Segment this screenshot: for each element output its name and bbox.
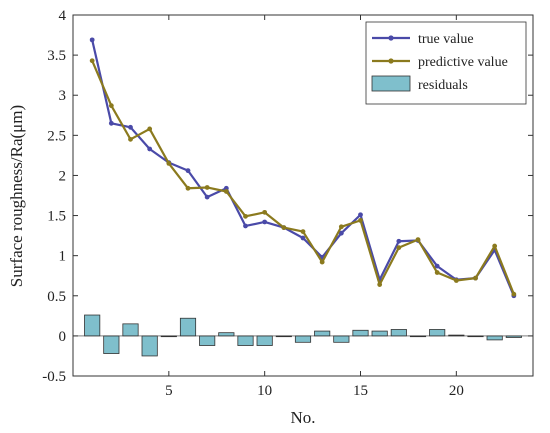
y-tick-label: 1.5 — [47, 209, 66, 225]
y-tick-label: 1 — [59, 249, 67, 265]
x-tick-label: 10 — [257, 383, 272, 399]
true-value-point — [108, 120, 114, 126]
y-tick-label: 0.5 — [47, 289, 66, 305]
predictive-value-point — [377, 282, 383, 287]
true-value-point — [396, 238, 402, 244]
predictive-value-point — [185, 185, 191, 191]
y-axis: -0.5 0 0.5 1 1.5 2 2.5 3 3.5 4 — [42, 8, 533, 385]
series-lines — [89, 37, 517, 299]
predictive-value-point — [434, 270, 440, 275]
x-axis-label: No. — [290, 408, 315, 427]
predictive-value-point — [281, 225, 287, 230]
true-value-point — [262, 219, 268, 225]
predictive-value-point — [243, 213, 248, 219]
residual-bars — [84, 314, 522, 357]
predictive-value-point — [492, 243, 498, 249]
true-value-point — [185, 168, 191, 174]
residual-bar — [199, 335, 216, 346]
legend: true value predictive value residuals — [365, 21, 527, 105]
residual-bar — [390, 329, 407, 337]
predictive-value-point — [166, 161, 172, 166]
x-tick-label: 20 — [449, 383, 464, 399]
residual-bar — [429, 329, 446, 337]
true-value-point — [204, 194, 210, 200]
predictive-value-point — [147, 126, 153, 132]
true-value-point — [147, 146, 153, 152]
residual-bar — [294, 335, 312, 343]
true-value-point — [358, 212, 363, 218]
predictive-value-point — [358, 217, 363, 223]
residual-bar — [141, 335, 158, 357]
residual-bar — [256, 335, 273, 346]
y-tick-label: 2 — [59, 168, 67, 184]
y-tick-label: -0.5 — [42, 369, 66, 385]
predictive-value-point — [262, 209, 268, 215]
y-tick-label: 4 — [59, 8, 67, 24]
x-tick-label: 5 — [165, 383, 173, 399]
true-value-point — [243, 223, 248, 229]
residual-bar — [218, 332, 235, 337]
predictive-value-point — [415, 237, 421, 243]
legend-label-predictive-value: predictive value — [418, 55, 508, 70]
predictive-value-point — [223, 189, 229, 194]
legend-label-residuals: residuals — [418, 78, 468, 93]
residual-bar — [122, 323, 139, 337]
residual-bar — [84, 314, 101, 337]
true-value-point — [338, 230, 344, 236]
predictive-value-point — [128, 136, 133, 142]
predictive-value-point — [396, 245, 402, 251]
predictive-value-point — [338, 224, 344, 230]
true-value-point — [434, 263, 440, 269]
x-tick-label: 15 — [353, 383, 368, 399]
legend-swatch-residuals — [371, 75, 411, 92]
predictive-value-point — [319, 259, 325, 265]
predictive-value-point — [300, 229, 306, 235]
y-tick-label: 3 — [59, 88, 67, 104]
predictive-value-point — [89, 58, 95, 64]
residual-bar — [352, 329, 369, 337]
true-value-point — [89, 37, 95, 43]
y-axis-label: Surface roughness/Ra(μm) — [7, 105, 26, 287]
residual-bar — [371, 330, 388, 337]
predictive-value-point — [204, 185, 210, 190]
predictive-value-point — [453, 278, 459, 283]
residual-bar — [314, 330, 331, 337]
residual-bar — [103, 335, 120, 354]
residual-bar — [237, 335, 254, 346]
y-tick-label: 2.5 — [47, 128, 66, 144]
legend-marker-predictive-value — [388, 58, 394, 64]
true-value-point — [128, 124, 133, 130]
y-tick-label: 3.5 — [47, 48, 66, 64]
predictive-value-point — [473, 275, 478, 281]
legend-label-true-value: true value — [418, 32, 474, 47]
residual-bar — [486, 335, 503, 341]
x-axis: 5 10 15 20 — [165, 15, 464, 399]
legend-marker-true-value — [388, 35, 394, 41]
predictive-value-point — [108, 103, 114, 109]
residual-bar — [333, 335, 350, 343]
true-value-point — [300, 235, 306, 241]
predictive-value-point — [511, 291, 517, 297]
y-tick-label: 0 — [59, 329, 67, 345]
residual-bar — [179, 317, 197, 337]
